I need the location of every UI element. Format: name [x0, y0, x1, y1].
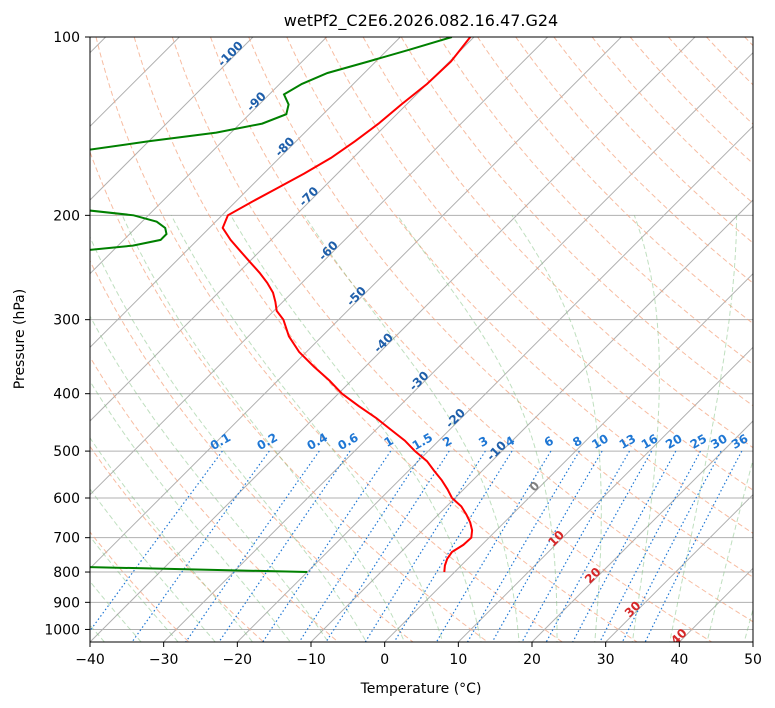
x-tick-label: −20 [223, 652, 253, 668]
temperature-profile [221, 37, 474, 573]
mixing-ratio-line [262, 450, 392, 642]
mixing-ratio-line [491, 450, 603, 642]
moist-adiabat [631, 215, 660, 642]
moist-adiabat [304, 215, 520, 642]
moist-adiabat [669, 215, 738, 642]
dry-adiabat [362, 37, 753, 449]
dry-adiabat [90, 356, 339, 642]
y-tick-label: 900 [53, 595, 80, 611]
isotherm-gridline [90, 37, 696, 642]
mixing-ratio-line [572, 450, 677, 642]
x-tick-label: −40 [75, 652, 105, 668]
mixing-ratio-line [521, 450, 631, 642]
dry-adiabat [171, 37, 713, 642]
dry-adiabat [515, 37, 753, 284]
isotherm-gridline [162, 51, 753, 642]
moist-adiabat [121, 215, 406, 642]
mixing-ratio-line [545, 450, 653, 642]
x-tick-label: 20 [523, 652, 541, 668]
y-tick-label: 100 [53, 30, 80, 46]
moist-adiabat [90, 535, 179, 642]
moist-adiabat [706, 457, 753, 642]
y-axis-label: Pressure (hPa) [12, 289, 28, 389]
data-lines [90, 37, 474, 573]
x-axis: −40 −30 −20 −10 0 10 20 30 40 50 [75, 642, 762, 668]
moist-adiabat [396, 215, 558, 642]
mixing-ratio-line [435, 450, 552, 642]
y-tick-label: 400 [53, 387, 80, 403]
dry-adiabat [133, 37, 638, 642]
dry-adiabat [90, 531, 190, 642]
dry-adiabat [248, 37, 753, 578]
mixing-ratio-line [325, 450, 450, 642]
x-tick-label: 30 [597, 652, 615, 668]
x-tick-label: 0 [380, 652, 389, 668]
isotherm-gridline [90, 37, 402, 349]
moist-adiabat [90, 436, 254, 642]
x-tick-label: 10 [449, 652, 467, 668]
y-tick-label: 600 [53, 491, 80, 507]
moist-adiabat [90, 235, 367, 642]
dry-adiabat [90, 259, 414, 642]
isotherm-gridline [236, 125, 753, 642]
isotherm-gridline [604, 493, 753, 642]
isotherm-gridline [90, 37, 181, 128]
x-tick-label: 50 [744, 652, 762, 668]
y-tick-label: 300 [53, 313, 80, 329]
y-tick-label: 1000 [44, 622, 80, 638]
y-axis: 100 200 300 400 500 600 700 800 900 1000 [44, 30, 90, 638]
mixing-ratio-line [298, 450, 425, 642]
dry-adiabat [286, 37, 753, 534]
isotherm-gridline [90, 37, 549, 496]
x-tick-label: 40 [670, 652, 688, 668]
isotherm-gridline [90, 37, 254, 201]
moist-adiabat [90, 580, 142, 642]
isotherm-gridline [383, 272, 753, 642]
dry-adiabat [477, 37, 753, 325]
x-tick-label: −30 [149, 652, 179, 668]
isotherm-gridline [90, 37, 475, 422]
mixing-ratio-line [466, 450, 580, 642]
dry-adiabat [95, 37, 564, 642]
isotherm-gridline [531, 420, 753, 642]
mixing-ratio-line [131, 450, 270, 642]
moist-adiabat [511, 215, 602, 642]
y-tick-label: 700 [53, 531, 80, 547]
x-tick-label: −10 [296, 652, 326, 668]
mixing-ratio-line [185, 450, 320, 642]
plot-frame [89, 36, 754, 643]
dry-adiabat [90, 150, 489, 642]
y-tick-label: 200 [53, 208, 80, 224]
dry-adiabat [324, 37, 753, 491]
isotherm-gridline [457, 346, 753, 642]
mixing-ratio-line [218, 450, 351, 642]
x-axis-label: Temperature (°C) [360, 681, 482, 697]
dry-adiabat [591, 37, 753, 204]
background-lines [90, 37, 753, 642]
dry-adiabat [400, 37, 753, 407]
y-tick-label: 800 [53, 565, 80, 581]
moist-adiabat [90, 314, 329, 642]
isotherm-gridline [90, 37, 328, 275]
dry-adiabat [438, 37, 753, 366]
chart-title: wetPf2_C2E6.2026.082.16.47.G24 [284, 11, 558, 31]
moist-adiabat [230, 215, 482, 642]
y-tick-label: 500 [53, 444, 80, 460]
mixing-ratio-line [364, 450, 486, 642]
moist-adiabat [90, 488, 216, 642]
